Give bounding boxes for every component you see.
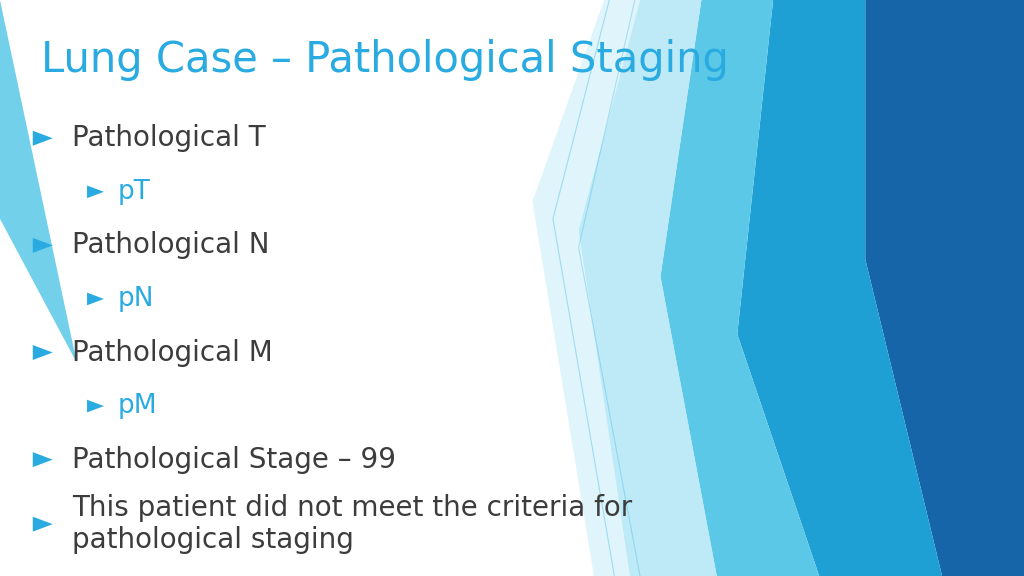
Polygon shape	[660, 0, 819, 576]
Polygon shape	[33, 345, 53, 360]
Polygon shape	[33, 517, 53, 532]
Polygon shape	[33, 452, 53, 467]
Polygon shape	[532, 0, 640, 576]
Text: This patient did not meet the criteria for
pathological staging: This patient did not meet the criteria f…	[72, 494, 632, 554]
Polygon shape	[579, 0, 717, 576]
Polygon shape	[33, 131, 53, 146]
Text: Pathological Stage – 99: Pathological Stage – 99	[72, 446, 395, 473]
Text: pM: pM	[118, 393, 158, 419]
Polygon shape	[87, 185, 104, 198]
Polygon shape	[737, 0, 942, 576]
Text: Pathological M: Pathological M	[72, 339, 272, 366]
Polygon shape	[33, 238, 53, 253]
Text: Pathological N: Pathological N	[72, 232, 269, 259]
Polygon shape	[865, 0, 1024, 576]
Polygon shape	[87, 400, 104, 412]
Polygon shape	[87, 293, 104, 305]
Text: pN: pN	[118, 286, 155, 312]
Text: Pathological T: Pathological T	[72, 124, 265, 152]
Polygon shape	[0, 0, 77, 363]
Text: pT: pT	[118, 179, 151, 205]
Text: Lung Case – Pathological Staging: Lung Case – Pathological Staging	[41, 40, 729, 81]
